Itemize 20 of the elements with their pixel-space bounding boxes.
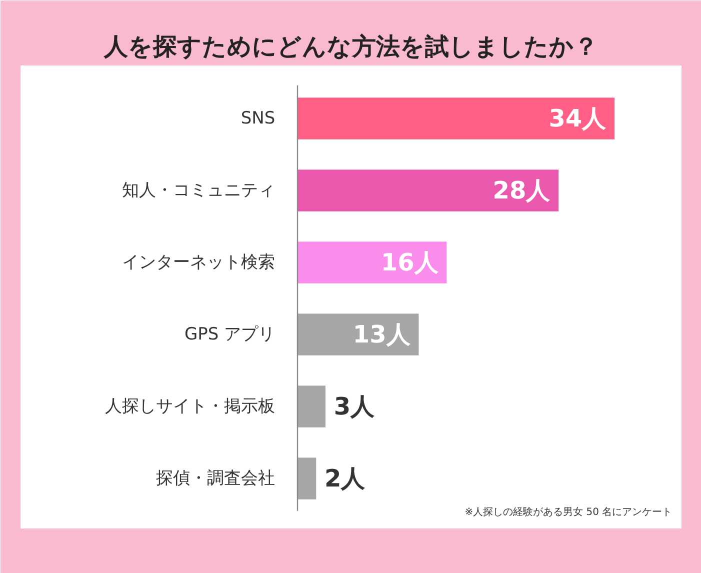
y-tick-label: インターネット検索 xyxy=(122,252,276,273)
y-tick-label: 人探しサイト・掲示板 xyxy=(105,396,276,417)
annotation: ※人探しの経験がある男女 50 名にアンケート xyxy=(464,506,672,518)
bar xyxy=(298,314,419,356)
bar xyxy=(298,386,326,428)
data-label: 34人 xyxy=(548,104,608,132)
y-tick-label: 知人・コミュニティ xyxy=(122,180,276,201)
bar xyxy=(298,242,447,284)
chart-title: 人を探すためにどんな方法を試しましたか？ xyxy=(103,32,598,60)
bar xyxy=(298,170,559,212)
bar xyxy=(298,98,614,140)
y-tick-label: 探偵・調査会社 xyxy=(156,468,276,489)
data-label: 13人 xyxy=(352,320,412,349)
data-label: 3人 xyxy=(334,392,376,421)
data-label: 16人 xyxy=(380,248,440,277)
bar xyxy=(298,458,316,500)
data-label: 2人 xyxy=(324,464,366,493)
y-tick-label: GPS アプリ xyxy=(184,324,276,345)
data-label: 28人 xyxy=(492,176,552,205)
y-tick-label: SNS xyxy=(240,108,276,128)
